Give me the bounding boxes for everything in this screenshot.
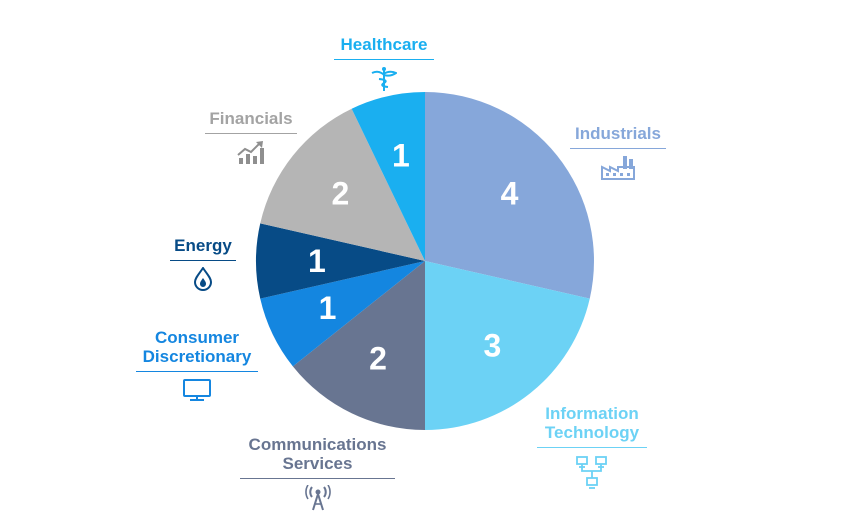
slice-value-healthcare: 1 bbox=[392, 138, 410, 174]
label-financials: Financials bbox=[205, 109, 297, 166]
label-healthcare-text: Healthcare bbox=[340, 35, 428, 54]
label-healthcare-rule bbox=[334, 59, 434, 60]
label-energy-rule bbox=[170, 260, 236, 261]
caduceus-icon bbox=[371, 67, 397, 91]
slice-value-financials: 2 bbox=[332, 176, 350, 212]
pie-slice-financials bbox=[260, 108, 425, 262]
pie-slice-consumer-discretionary bbox=[260, 261, 425, 367]
label-industrials-text: Industrials bbox=[575, 124, 661, 143]
pie-slice-healthcare bbox=[351, 92, 425, 261]
label-communications-services: Communications Services bbox=[240, 435, 395, 511]
label-healthcare: Healthcare bbox=[334, 35, 434, 92]
label-communications-services-text: Communications Services bbox=[248, 435, 387, 473]
label-industrials: Industrials bbox=[570, 124, 666, 181]
label-information-technology: Information Technology bbox=[537, 404, 647, 490]
antenna-tower-icon bbox=[304, 485, 331, 511]
label-consumer-discretionary-rule bbox=[136, 371, 258, 372]
slice-value-communications-services: 2 bbox=[369, 340, 387, 376]
label-industrials-rule bbox=[570, 148, 666, 149]
label-financials-text: Financials bbox=[209, 109, 293, 128]
slice-value-information-technology: 3 bbox=[484, 328, 502, 364]
label-information-technology-text: Information Technology bbox=[544, 404, 640, 442]
factory-icon bbox=[601, 156, 635, 180]
bar-chart-trend-icon bbox=[237, 141, 264, 164]
pie-slice-information-technology bbox=[425, 261, 590, 430]
label-financials-rule bbox=[205, 133, 297, 134]
label-information-technology-rule bbox=[537, 447, 647, 448]
label-consumer-discretionary-text: Consumer Discretionary bbox=[142, 328, 252, 366]
slice-value-industrials: 4 bbox=[501, 176, 519, 212]
label-communications-services-rule bbox=[240, 478, 395, 479]
label-consumer-discretionary: Consumer Discretionary bbox=[136, 328, 258, 402]
pie-slice-industrials bbox=[425, 92, 594, 299]
slice-value-consumer-discretionary: 1 bbox=[319, 290, 337, 326]
slice-value-energy: 1 bbox=[308, 243, 326, 279]
label-energy: Energy bbox=[170, 236, 236, 291]
monitor-icon bbox=[183, 379, 211, 401]
pie-slice-communications-services bbox=[292, 261, 425, 430]
water-drop-flame-icon bbox=[193, 267, 213, 291]
pie-slice-energy bbox=[256, 223, 425, 299]
network-icon bbox=[576, 456, 607, 489]
label-energy-text: Energy bbox=[174, 236, 232, 255]
